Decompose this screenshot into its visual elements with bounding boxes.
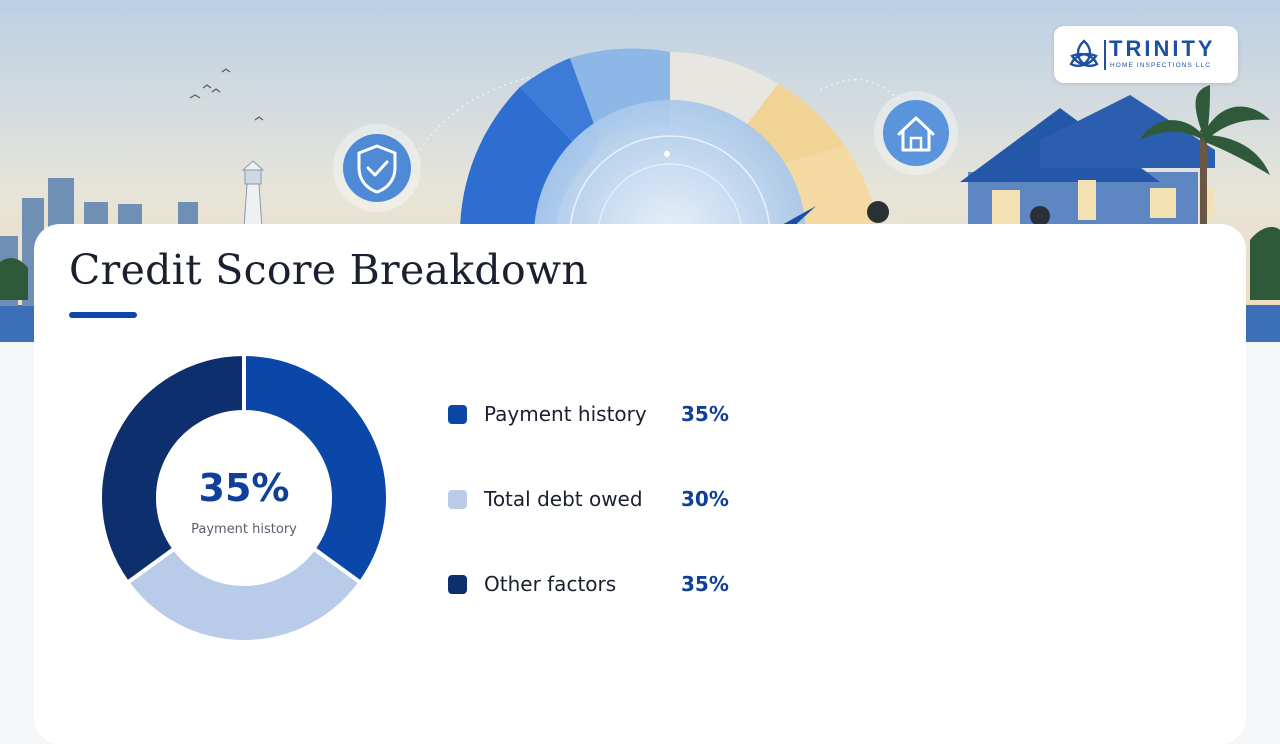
content-card: Credit Score Breakdown 35% Payment histo… [34, 224, 1246, 744]
legend-label: Other factors [484, 572, 617, 596]
legend-swatch-payment-history [448, 405, 467, 424]
logo-divider [1104, 40, 1106, 70]
chart-legend: Payment history 35% Total debt owed 30% … [446, 400, 766, 600]
legend-swatch-total-debt-owed [448, 490, 467, 509]
donut-slice-payment-history [242, 352, 390, 586]
people [867, 201, 1050, 226]
donut-slice-total-debt-owed [124, 545, 364, 644]
legend-value: 30% [681, 487, 729, 511]
legend-label: Total debt owed [484, 487, 643, 511]
house-icon [874, 91, 958, 175]
legend-swatch-other-factors [448, 575, 467, 594]
donut-center-value: 35% [198, 466, 290, 510]
legend-item-payment-history: Payment history 35% [446, 400, 766, 430]
birds [189, 68, 264, 121]
slide-title: Credit Score Breakdown [69, 246, 589, 294]
legend-label: Payment history [484, 402, 647, 426]
legend-item-other-factors: Other factors 35% [446, 570, 766, 600]
lighthouse [241, 160, 265, 229]
donut-chart [98, 352, 390, 644]
trinity-knot-icon [1069, 39, 1099, 67]
brand-tagline: HOME INSPECTIONS LLC [1110, 62, 1212, 69]
legend-value: 35% [681, 402, 729, 426]
title-underline [69, 312, 137, 318]
legend-value: 35% [681, 572, 729, 596]
brand-logo: TRINITY HOME INSPECTIONS LLC [1054, 26, 1238, 83]
shield-check-icon [333, 124, 421, 212]
palm-trees [0, 85, 1280, 310]
brand-name: TRINITY [1109, 36, 1216, 61]
donut-slice-other-factors [98, 352, 246, 586]
legend-item-total-debt-owed: Total debt owed 30% [446, 485, 766, 515]
donut-center-label: Payment history [191, 522, 297, 537]
